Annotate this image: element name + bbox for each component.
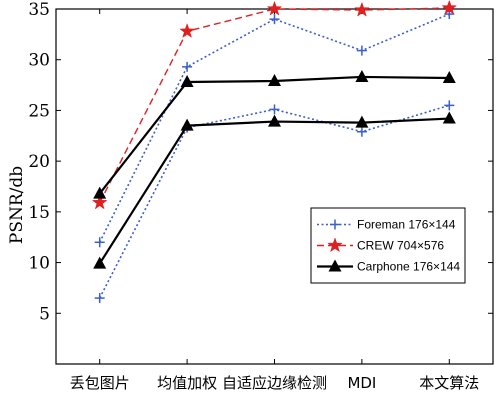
- legend-label: Foreman 176×144: [357, 218, 456, 232]
- plot-area: [55, 8, 494, 365]
- data-point-triangle: [93, 186, 107, 199]
- legend-label: CREW 704×576: [357, 239, 444, 253]
- data-point-plus: [94, 293, 105, 304]
- data-point-plus: [182, 61, 193, 72]
- y-axis-title: PSNR/db: [7, 166, 27, 244]
- x-category-label: 自适应边缘检测: [222, 374, 327, 392]
- data-point-plus: [94, 237, 105, 248]
- data-point-plus: [356, 126, 367, 137]
- data-point-star: [91, 194, 108, 210]
- data-point-triangle: [355, 69, 369, 82]
- data-point-plus: [269, 104, 280, 115]
- y-tick-label: 30: [28, 51, 50, 71]
- data-point-triangle: [93, 256, 107, 269]
- y-tick-label: 35: [28, 0, 50, 20]
- data-point-plus: [269, 14, 280, 25]
- data-point-triangle: [442, 70, 456, 83]
- legend-entry: CREW 704×576: [317, 237, 444, 253]
- legend-entry: Carphone 176×144: [317, 259, 460, 274]
- legend-marker: [327, 237, 343, 253]
- series-line: [99, 7, 450, 204]
- series-carphone-3: [93, 69, 456, 199]
- series-carphone-4: [93, 111, 456, 269]
- legend-marker: [330, 219, 340, 230]
- y-tick-label: 15: [28, 203, 50, 223]
- y-tick-label: 10: [28, 254, 50, 274]
- y-tick-label: 5: [39, 304, 50, 324]
- data-point-triangle: [268, 114, 281, 127]
- data-point-plus: [444, 100, 455, 111]
- data-point-triangle: [268, 74, 281, 87]
- legend-entry: Foreman 176×144: [317, 218, 456, 232]
- series-crew-2: [91, 0, 458, 210]
- x-category-label: 均值加权: [157, 374, 217, 392]
- x-category-label: MDI: [347, 374, 376, 392]
- legend-marker: [328, 259, 342, 272]
- data-point-star: [354, 1, 370, 17]
- data-point-triangle: [180, 75, 194, 88]
- y-tick-label: 25: [28, 101, 50, 121]
- series-foreman-0: [94, 9, 455, 248]
- x-category-label: 丢包图片: [70, 374, 130, 392]
- data-point-triangle: [355, 115, 369, 128]
- data-point-triangle: [442, 111, 456, 124]
- data-point-star: [441, 0, 458, 15]
- data-point-star: [179, 23, 195, 38]
- data-point-triangle: [180, 118, 194, 131]
- data-point-plus: [356, 45, 367, 56]
- series-line: [98, 13, 450, 243]
- y-tick-label: 20: [28, 152, 50, 172]
- legend-label: Carphone 176×144: [357, 260, 460, 274]
- data-point-star: [266, 0, 283, 16]
- legend: Foreman 176×144 CREW 704×576 Carphone 176×…: [310, 207, 466, 284]
- x-category-label: 本文算法: [419, 374, 479, 392]
